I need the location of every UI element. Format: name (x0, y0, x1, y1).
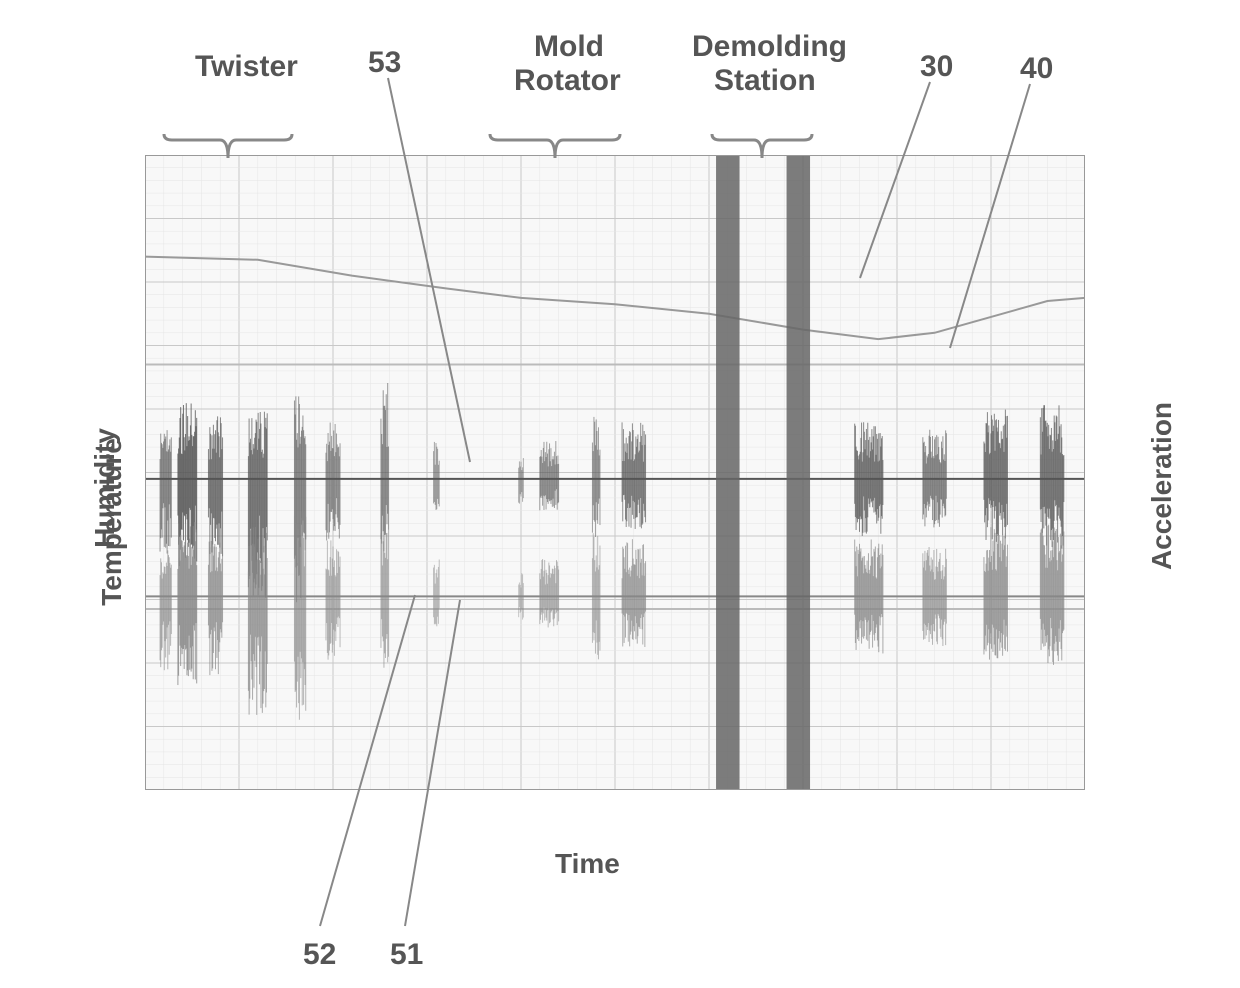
annot-51: 51 (390, 938, 423, 972)
annot-demolding-line2: Station (714, 64, 816, 98)
x-axis-label: Time (555, 848, 620, 880)
annot-twister: Twister (195, 50, 298, 84)
plot-area (145, 155, 1085, 790)
annot-53: 53 (368, 46, 401, 80)
annot-30: 30 (920, 50, 953, 84)
annot-mold-rotator-line1: Mold (534, 30, 604, 64)
figure: Humidity Temperature Acceleration Time T… (0, 0, 1240, 988)
annot-demolding-line1: Demolding (692, 30, 847, 64)
yleft-axis-label-line2: Temperature (96, 438, 128, 606)
yright-axis-label: Acceleration (1146, 402, 1178, 570)
annot-mold-rotator-line2: Rotator (514, 64, 621, 98)
annot-40: 40 (1020, 52, 1053, 86)
annot-52: 52 (303, 938, 336, 972)
